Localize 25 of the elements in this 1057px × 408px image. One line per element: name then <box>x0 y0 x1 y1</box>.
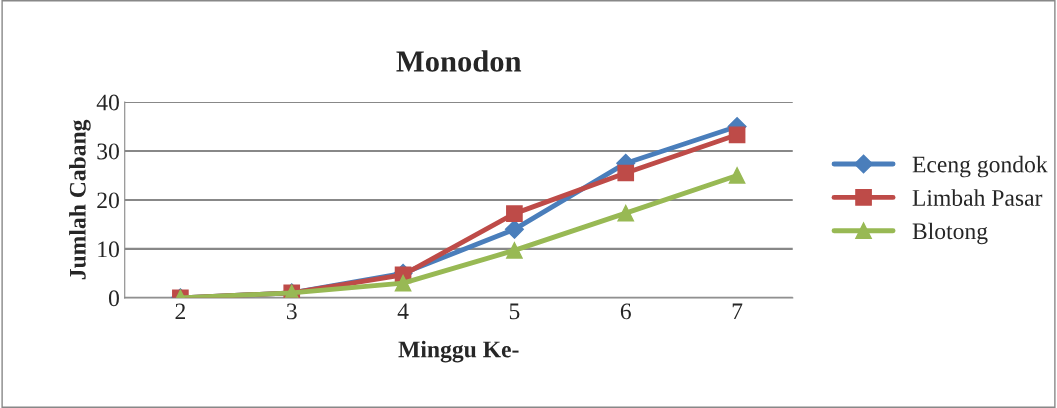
y-tick-label: 0 <box>108 290 119 307</box>
x-tick-label: 5 <box>509 303 520 320</box>
x-tick-label: 6 <box>620 303 631 320</box>
x-tick-label: 4 <box>397 303 409 320</box>
point <box>617 204 635 222</box>
point <box>506 242 523 259</box>
point <box>728 126 746 144</box>
x-tick-label: 2 <box>175 303 185 320</box>
y-axis-title: Jumlah Cabang <box>69 119 91 280</box>
y-tick-label: 20 <box>97 192 119 209</box>
point <box>506 205 523 222</box>
x-axis-title: Minggu Ke- <box>398 340 519 363</box>
y-tick-label: 30 <box>97 143 119 160</box>
legend-label: Blotong <box>912 222 988 245</box>
point <box>394 274 412 292</box>
legend-label: Eceng gondok <box>912 155 1048 178</box>
y-tick-label: 10 <box>98 241 119 258</box>
point <box>617 164 635 182</box>
chart-title: Monodon <box>396 50 522 72</box>
point <box>728 167 746 184</box>
legend-label: Limbah Pasar <box>912 189 1043 206</box>
x-tick-label: 3 <box>286 303 297 320</box>
y-tick-label: 40 <box>96 94 119 111</box>
point <box>504 219 524 239</box>
x-tick-label: 7 <box>732 303 743 320</box>
